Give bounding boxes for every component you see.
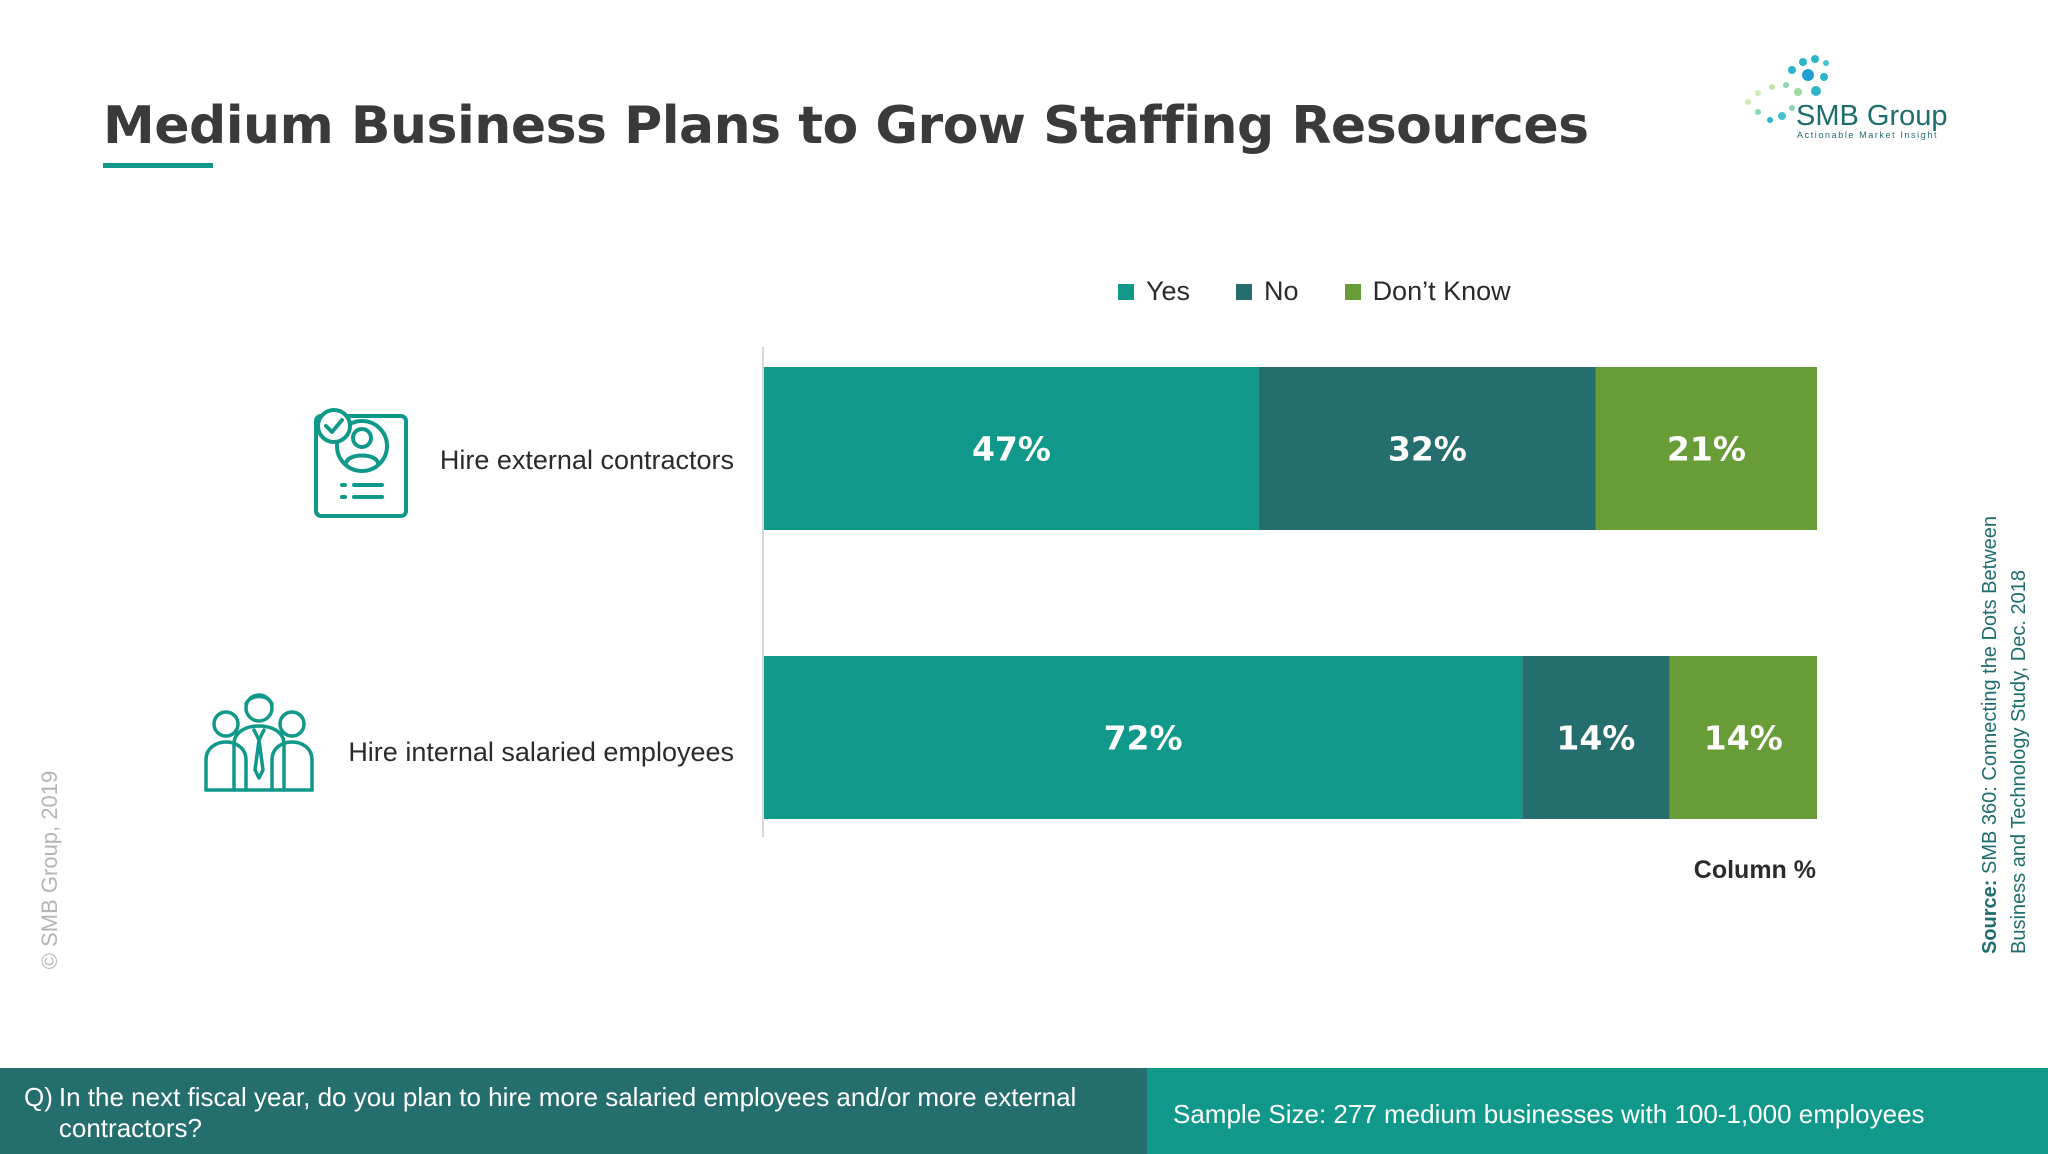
legend-swatch-no — [1236, 283, 1253, 300]
data-label-yes-row-2: 72% — [1104, 719, 1183, 758]
legend-label-yes: Yes — [1146, 276, 1191, 306]
legend-item-yes: Yes — [1118, 276, 1190, 307]
bar-segment-yes-row-2 — [764, 656, 1523, 819]
source-line-1: Source: SMB 360: Connecting the Dots Bet… — [1976, 516, 2005, 954]
category-axis-line — [762, 347, 764, 837]
bar-segment-dont-know-row-1 — [1595, 367, 1817, 530]
question-text: In the next fiscal year, do you plan to … — [58, 1082, 1077, 1143]
legend-item-dont-know: Don’t Know — [1344, 276, 1511, 307]
copyright-text: © SMB Group, 2019 — [37, 770, 62, 970]
source-label: Source: — [1979, 879, 2001, 955]
source-note: Source: SMB 360: Connecting the Dots Bet… — [1976, 516, 2034, 954]
bar-segment-dont-know-row-2 — [1669, 656, 1817, 819]
legend-item-no: No — [1236, 276, 1299, 307]
legend-swatch-dont-know — [1344, 283, 1361, 300]
people-group-icon — [204, 693, 314, 792]
title-underline — [103, 163, 213, 168]
legend-label-dont-know: Don’t Know — [1372, 276, 1511, 306]
category-label-employees: Hire internal salaried employees — [348, 737, 734, 767]
id-card-person-icon — [314, 408, 408, 518]
data-label-no-row-1: 32% — [1388, 430, 1467, 469]
category-label-contractors: Hire external contractors — [439, 445, 734, 475]
sample-size-text: Sample Size: 277 medium businesses with … — [1173, 1099, 1925, 1129]
bar-segment-no-row-2 — [1522, 656, 1670, 819]
survey-question-panel: Q) In the next fiscal year, do you plan … — [0, 1068, 1147, 1154]
question-prefix: Q) — [24, 1082, 53, 1112]
data-label-dont-know-row-2: 14% — [1704, 719, 1783, 758]
smb-group-logo-icon — [1745, 55, 1829, 123]
sample-size-panel: Sample Size: 277 medium businesses with … — [1147, 1068, 2048, 1154]
bar-segment-yes-row-1 — [764, 367, 1259, 530]
legend-swatch-yes — [1118, 283, 1134, 300]
source-line-2: Business and Technology Study, Dec. 2018 — [2008, 570, 2030, 955]
data-label-yes-row-1: 47% — [972, 430, 1051, 469]
logo-tagline: Actionable Market Insight — [1797, 130, 1939, 140]
chart-legend: Yes No Don’t Know — [1118, 276, 1511, 307]
survey-question: Q) In the next fiscal year, do you plan … — [24, 1082, 1127, 1144]
legend-label-no: No — [1264, 276, 1299, 306]
logo-name: SMB Group — [1796, 100, 1948, 132]
data-label-no-row-2: 14% — [1556, 719, 1635, 758]
unit-note: Column % — [1693, 856, 1816, 884]
chart-title: Medium Business Plans to Grow Staffing R… — [103, 96, 1589, 156]
data-label-dont-know-row-1: 21% — [1667, 430, 1746, 469]
bar-segment-no-row-1 — [1258, 367, 1596, 530]
source-text-1: SMB 360: Connecting the Dots Between — [1979, 515, 2001, 874]
